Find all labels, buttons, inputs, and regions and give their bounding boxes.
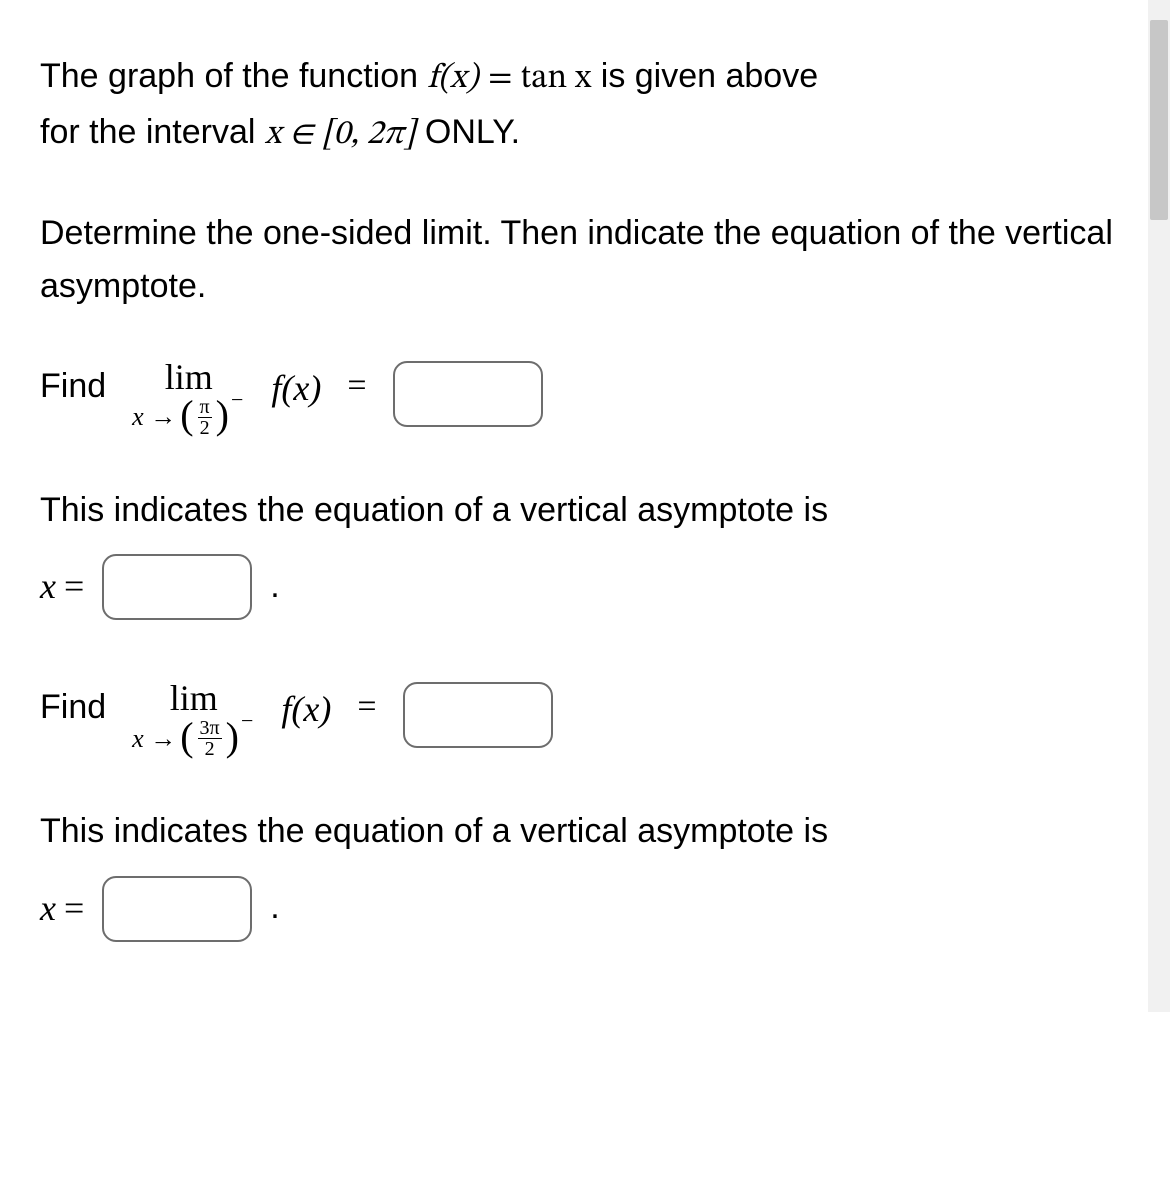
intro-text-3: for the interval	[40, 113, 265, 151]
period-1: .	[270, 567, 279, 606]
x-var-2: x	[40, 888, 56, 928]
frac-1: π 2	[198, 397, 212, 438]
lparen-2: (	[180, 721, 193, 753]
problem-page: The graph of the function f(x) = tan x i…	[0, 0, 1170, 1012]
equals-symbol: =	[488, 62, 520, 96]
asym-text-1: This indicates the equation of a vertica…	[40, 484, 1130, 537]
scrollbar-track	[1148, 0, 1170, 1012]
fx-symbol: f(x)	[427, 62, 478, 96]
find-label-1: Find	[40, 359, 106, 406]
lim-block-2: lim x → ( 3π 2 ) −	[132, 680, 255, 759]
lim-block-1: lim x → ( π 2 ) −	[132, 359, 245, 438]
minus-sup-2: −	[241, 709, 253, 732]
limit-row-1: Find lim x → ( π 2 ) − f(x) =	[40, 359, 1130, 438]
lim-approach-2: x → ( 3π 2 ) −	[132, 718, 255, 759]
fx-1: f(x)	[271, 359, 321, 409]
interval-symbol: x ∈ [0, 2π]	[265, 118, 416, 152]
scrollbar-thumb[interactable]	[1150, 20, 1168, 220]
frac-1-den: 2	[198, 418, 212, 438]
minus-sup-1: −	[231, 388, 243, 411]
x-equals-2: x=	[40, 887, 84, 929]
frac-2-den: 2	[203, 739, 217, 759]
intro-paragraph: The graph of the function f(x) = tan x i…	[40, 50, 1130, 161]
instruction-paragraph: Determine the one-sided limit. Then indi…	[40, 207, 1130, 312]
rparen-1: )	[216, 399, 229, 431]
only-text: ONLY.	[425, 113, 520, 151]
fx-2: f(x)	[281, 680, 331, 730]
rparen-2: )	[226, 721, 239, 753]
intro-text-1: The graph of the function	[40, 57, 427, 95]
lim-approach-1: x → ( π 2 ) −	[132, 397, 245, 438]
x-equals-1: x=	[40, 565, 84, 607]
asym-row-2: x= .	[40, 874, 1130, 942]
eq-sign-1: =	[64, 566, 84, 606]
frac-2-num: 3π	[198, 718, 222, 739]
answer-input-2[interactable]	[403, 682, 553, 748]
equals-2: =	[357, 680, 376, 726]
asym-input-2[interactable]	[102, 876, 252, 942]
lim-label-2: lim	[170, 680, 218, 718]
frac-2: 3π 2	[198, 718, 222, 759]
equals-1: =	[347, 359, 366, 405]
intro-text-2: is given above	[601, 57, 818, 95]
asym-row-1: x= .	[40, 552, 1130, 620]
x-var-1: x	[40, 566, 56, 606]
limit-row-2: Find lim x → ( 3π 2 ) − f(x) =	[40, 680, 1130, 759]
lim-label-1: lim	[165, 359, 213, 397]
period-2: .	[270, 888, 279, 927]
tanx-symbol: tan x	[520, 62, 591, 96]
lparen-1: (	[180, 399, 193, 431]
eq-sign-2: =	[64, 888, 84, 928]
x-arrow-2: x →	[132, 725, 176, 752]
answer-input-1[interactable]	[393, 361, 543, 427]
find-label-2: Find	[40, 680, 106, 727]
asym-text-2: This indicates the equation of a vertica…	[40, 805, 1130, 858]
asym-input-1[interactable]	[102, 554, 252, 620]
instruction-text: Determine the one-sided limit. Then indi…	[40, 214, 1113, 305]
x-arrow-1: x →	[132, 403, 176, 430]
frac-1-num: π	[198, 397, 212, 418]
